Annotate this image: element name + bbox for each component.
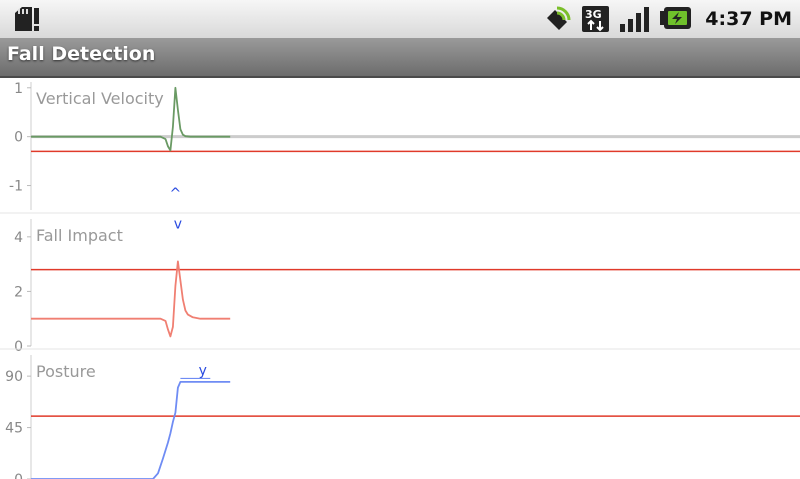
clock: 4:37 PM (705, 8, 792, 30)
series-line (31, 86, 231, 152)
status-bar: 3G 4:37 PM (0, 0, 800, 39)
event-marker: v (174, 217, 182, 233)
y-tick-label: 45 (5, 421, 23, 437)
y-tick-label: 4 (14, 230, 23, 246)
gps-satellite-icon (547, 6, 571, 30)
3g-data-icon: 3G (582, 6, 610, 32)
charts-area: 1 0 -1 Vertical Velocity ^ 4 2 0 Fall Impact v 90 4… (0, 81, 800, 479)
series-line (31, 260, 231, 338)
sd-card-warning-icon (15, 7, 39, 31)
battery-charging-icon (660, 7, 692, 29)
app-title-bar: Fall Detection (0, 38, 800, 78)
signal-strength-icon (620, 7, 650, 32)
chart-title: Fall Impact (36, 226, 123, 245)
y-tick-label: 90 (5, 369, 23, 385)
y-tick-label: 2 (14, 284, 23, 300)
y-tick-label: 0 (14, 472, 23, 479)
chart-title: Vertical Velocity (36, 89, 164, 108)
event-marker: ^ (170, 186, 182, 202)
series-line (31, 380, 231, 479)
y-tick-label: -1 (9, 179, 23, 195)
y-tick-label: 0 (14, 339, 23, 355)
event-marker: y (199, 363, 207, 379)
chart-title: Posture (36, 362, 96, 381)
app-title: Fall Detection (7, 43, 156, 65)
y-tick-label: 0 (14, 130, 23, 146)
svg-text:3G: 3G (585, 8, 602, 21)
y-tick-label: 1 (14, 81, 23, 97)
